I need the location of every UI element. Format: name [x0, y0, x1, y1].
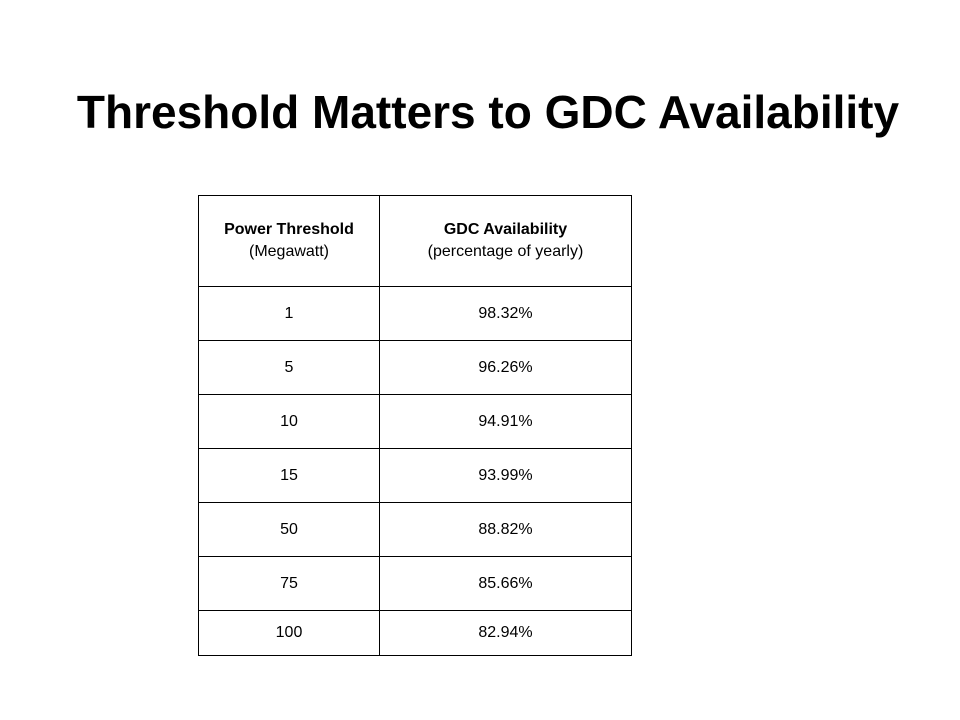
availability-cell: 88.82% [379, 502, 632, 557]
header-gdc-availability-unit: (percentage of yearly) [427, 243, 584, 260]
threshold-cell: 100 [198, 610, 380, 656]
availability-cell: 94.91% [379, 394, 632, 449]
header-gdc-availability-label: GDC Availability [443, 221, 568, 238]
availability-table: Power Threshold (Megawatt) GDC Availabil… [198, 195, 632, 656]
table-row: 1 98.32% [198, 286, 632, 341]
threshold-cell: 50 [198, 502, 380, 557]
table-row: 10 94.91% [198, 394, 632, 449]
table-row: 75 85.66% [198, 556, 632, 611]
availability-cell: 93.99% [379, 448, 632, 503]
threshold-cell: 5 [198, 340, 380, 395]
table-header: Power Threshold (Megawatt) GDC Availabil… [198, 195, 632, 287]
threshold-cell: 15 [198, 448, 380, 503]
header-power-threshold: Power Threshold (Megawatt) [198, 195, 380, 287]
availability-cell: 98.32% [379, 286, 632, 341]
table-body: 1 98.32% 5 96.26% 10 94.91% 15 93.99% 50… [198, 286, 632, 656]
availability-cell: 96.26% [379, 340, 632, 395]
availability-cell: 85.66% [379, 556, 632, 611]
table-row: 5 96.26% [198, 340, 632, 395]
header-power-threshold-label: Power Threshold [224, 221, 354, 238]
table-header-row: Power Threshold (Megawatt) GDC Availabil… [198, 195, 632, 287]
table-row: 100 82.94% [198, 610, 632, 656]
threshold-cell: 1 [198, 286, 380, 341]
availability-cell: 82.94% [379, 610, 632, 656]
table-row: 50 88.82% [198, 502, 632, 557]
header-power-threshold-unit: (Megawatt) [248, 243, 330, 260]
table-row: 15 93.99% [198, 448, 632, 503]
threshold-cell: 75 [198, 556, 380, 611]
slide-title: Threshold Matters to GDC Availability [76, 86, 900, 138]
header-gdc-availability: GDC Availability (percentage of yearly) [379, 195, 632, 287]
threshold-cell: 10 [198, 394, 380, 449]
